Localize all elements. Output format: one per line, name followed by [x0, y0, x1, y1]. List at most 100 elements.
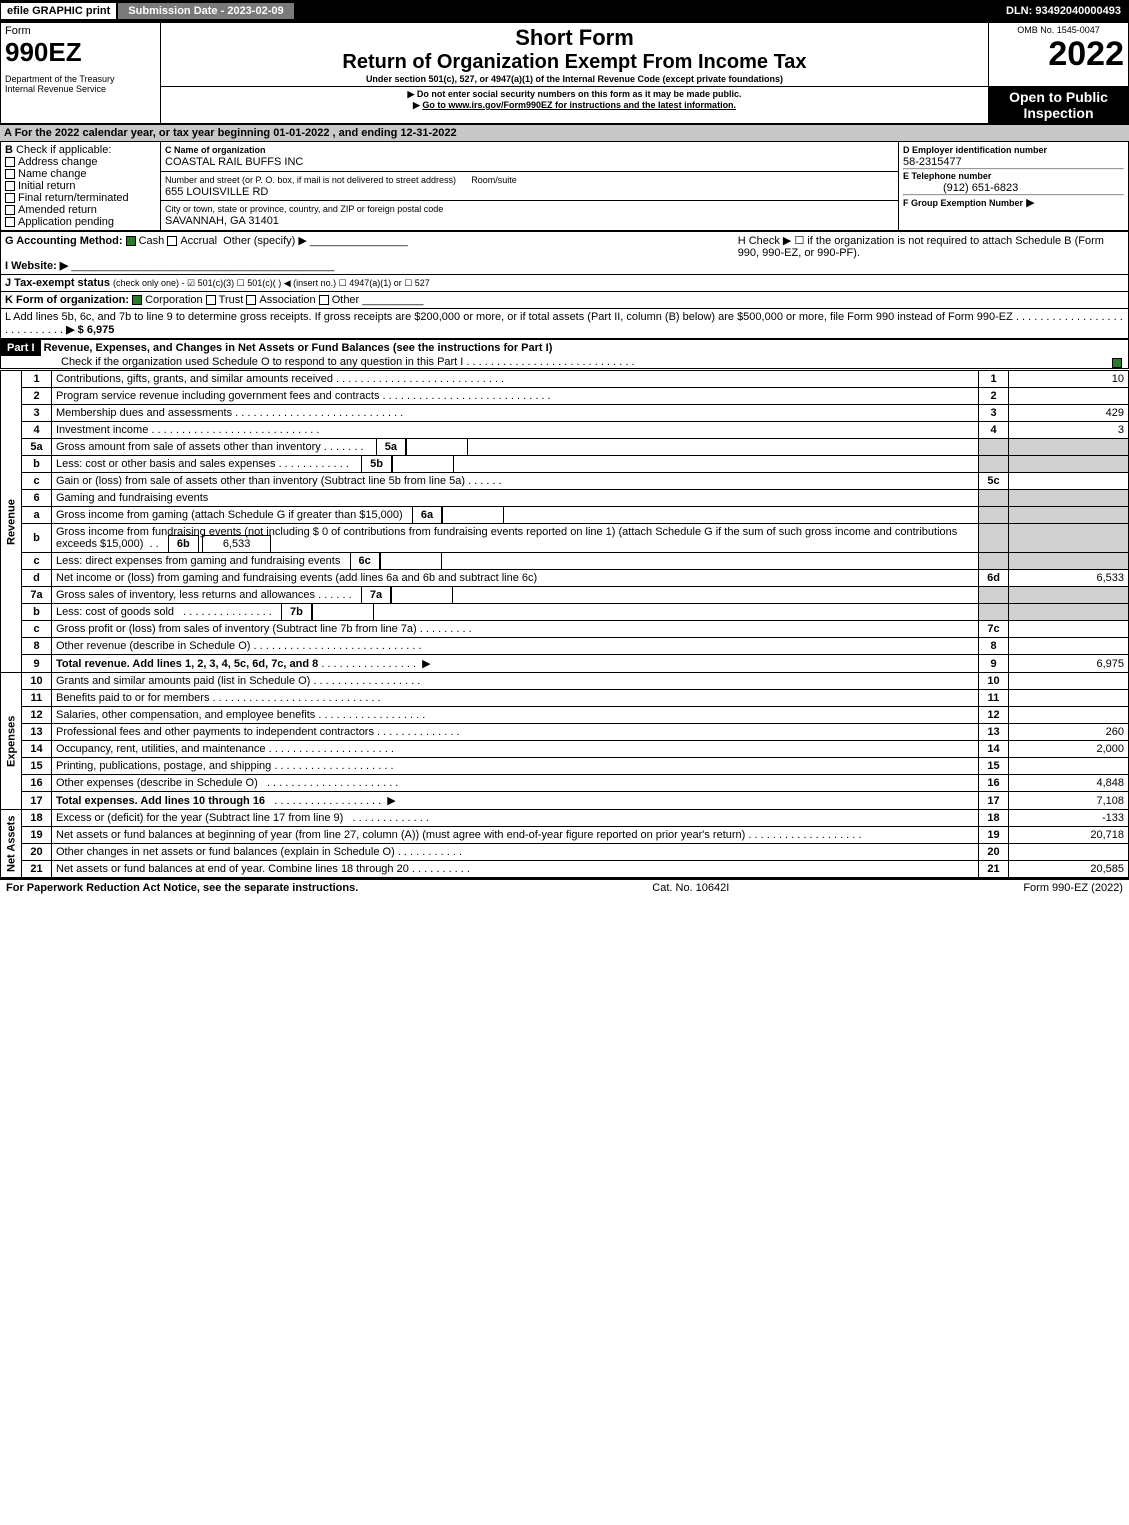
form-header: Form 990EZ Department of the Treasury In…	[0, 22, 1129, 124]
short-form-title: Short Form	[165, 25, 984, 51]
checkbox-cash[interactable]	[126, 236, 136, 246]
checkbox-application-pending[interactable]	[5, 217, 15, 227]
line-3-amt: 429	[1009, 405, 1129, 422]
section-j-detail: (check only one) - ☑ 501(c)(3) ☐ 501(c)(…	[113, 278, 430, 288]
section-e-label: E Telephone number	[903, 171, 991, 181]
line-14-amt: 2,000	[1009, 741, 1129, 758]
section-j-label: J Tax-exempt status	[5, 277, 110, 289]
top-bar: efile GRAPHIC print Submission Date - 20…	[0, 0, 1129, 22]
checkbox-amended-return[interactable]	[5, 205, 15, 215]
line-6c-subamt	[380, 552, 442, 570]
line-8-desc: Other revenue (describe in Schedule O)	[56, 640, 250, 652]
section-g-label: G Accounting Method:	[5, 235, 123, 247]
line-2-desc: Program service revenue including govern…	[56, 390, 379, 402]
checkbox-other-org[interactable]	[319, 295, 329, 305]
line-7a-box-shade	[979, 587, 1009, 604]
checkbox-trust[interactable]	[206, 295, 216, 305]
line-6b-sub: 6b	[168, 535, 199, 553]
line-5b-amt-shade	[1009, 456, 1129, 473]
line-6d-amt: 6,533	[1009, 570, 1129, 587]
line-7a-amt-shade	[1009, 587, 1129, 604]
line-6a-subamt	[442, 506, 504, 524]
line-1-num: 1	[22, 371, 52, 388]
page-footer: For Paperwork Reduction Act Notice, see …	[0, 878, 1129, 896]
section-d-label: D Employer identification number	[903, 145, 1047, 155]
sections-g-l: G Accounting Method: Cash Accrual Other …	[0, 231, 1129, 339]
line-13-num: 13	[22, 724, 52, 741]
line-6b-subamt: 6,533	[202, 535, 272, 553]
line-7a-num: 7a	[22, 587, 52, 604]
line-11-desc: Benefits paid to or for members	[56, 692, 209, 704]
line-2-box: 2	[979, 388, 1009, 405]
line-16-box: 16	[979, 775, 1009, 792]
efile-print-label[interactable]: efile GRAPHIC print	[0, 2, 117, 20]
line-10-box: 10	[979, 673, 1009, 690]
line-5c-amt	[1009, 473, 1129, 490]
line-18-amt: -133	[1009, 810, 1129, 827]
line-5c-desc: Gain or (loss) from sale of assets other…	[56, 475, 465, 487]
line-14-box: 14	[979, 741, 1009, 758]
line-20-desc: Other changes in net assets or fund bala…	[56, 846, 395, 858]
line-5b-sub: 5b	[361, 455, 392, 473]
side-label-revenue: Revenue	[1, 371, 22, 673]
line-17-box: 17	[979, 792, 1009, 810]
line-5b-num: b	[22, 456, 52, 473]
line-12-amt	[1009, 707, 1129, 724]
checkbox-initial-return[interactable]	[5, 181, 15, 191]
line-5b-box-shade	[979, 456, 1009, 473]
line-6d-box: 6d	[979, 570, 1009, 587]
label-other-org: Other	[332, 294, 360, 306]
checkbox-association[interactable]	[246, 295, 256, 305]
part1-lines: Revenue 1 Contributions, gifts, grants, …	[0, 370, 1129, 878]
line-18-desc: Excess or (deficit) for the year (Subtra…	[56, 812, 343, 824]
checkbox-accrual[interactable]	[167, 236, 177, 246]
ssn-warning: Do not enter social security numbers on …	[165, 89, 984, 100]
label-other-specify: Other (specify) ▶	[223, 235, 307, 247]
line-6c-desc: Less: direct expenses from gaming and fu…	[56, 555, 340, 567]
line-17-num: 17	[22, 792, 52, 810]
line-4-desc: Investment income	[56, 424, 148, 436]
section-f-label: F Group Exemption Number	[903, 198, 1023, 208]
line-6-box-shade	[979, 490, 1009, 507]
form-word: Form	[5, 25, 156, 37]
line-10-amt	[1009, 673, 1129, 690]
line-7a-desc: Gross sales of inventory, less returns a…	[56, 589, 315, 601]
line-15-box: 15	[979, 758, 1009, 775]
goto-link[interactable]: Go to www.irs.gov/Form990EZ for instruct…	[165, 100, 984, 111]
line-9-num: 9	[22, 655, 52, 673]
line-14-num: 14	[22, 741, 52, 758]
phone: (912) 651-6823	[903, 182, 1018, 194]
checkbox-corporation[interactable]	[132, 295, 142, 305]
checkbox-address-change[interactable]	[5, 157, 15, 167]
line-20-box: 20	[979, 844, 1009, 861]
open-public-inspection: Open to Public Inspection	[989, 87, 1129, 124]
line-6c-amt-shade	[1009, 553, 1129, 570]
line-19-amt: 20,718	[1009, 827, 1129, 844]
line-6c-sub: 6c	[350, 552, 380, 570]
label-cash: Cash	[139, 235, 165, 247]
line-15-desc: Printing, publications, postage, and shi…	[56, 760, 271, 772]
goto-link-text[interactable]: Go to www.irs.gov/Form990EZ for instruct…	[422, 100, 736, 110]
footer-cat-no: Cat. No. 10642I	[652, 882, 729, 894]
checkbox-name-change[interactable]	[5, 169, 15, 179]
city-label: City or town, state or province, country…	[165, 204, 443, 214]
label-amended-return: Amended return	[18, 204, 97, 216]
line-21-num: 21	[22, 861, 52, 878]
line-6a-box-shade	[979, 507, 1009, 524]
dln: DLN: 93492040000493	[998, 3, 1129, 19]
checkbox-schedule-o[interactable]	[1112, 358, 1122, 368]
line-6b-amt-shade	[1009, 524, 1129, 553]
line-20-num: 20	[22, 844, 52, 861]
line-18-num: 18	[22, 810, 52, 827]
line-7b-subamt	[312, 603, 374, 621]
line-6c-box-shade	[979, 553, 1009, 570]
line-16-desc: Other expenses (describe in Schedule O)	[56, 777, 258, 789]
line-7b-desc: Less: cost of goods sold	[56, 606, 174, 618]
line-21-box: 21	[979, 861, 1009, 878]
checkbox-final-return[interactable]	[5, 193, 15, 203]
ein: 58-2315477	[903, 156, 962, 168]
line-8-amt	[1009, 638, 1129, 655]
line-1-box: 1	[979, 371, 1009, 388]
line-8-num: 8	[22, 638, 52, 655]
line-5a-subamt	[406, 438, 468, 456]
